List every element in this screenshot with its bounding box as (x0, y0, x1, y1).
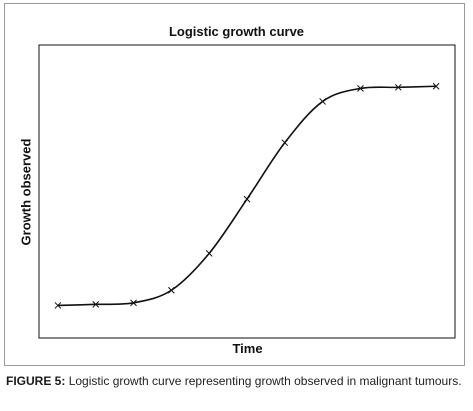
data-point-marker (243, 195, 251, 203)
data-point-marker (432, 82, 440, 90)
data-point-marker (394, 83, 402, 91)
data-point-marker (205, 250, 213, 257)
growth-curve-line (57, 85, 437, 307)
data-markers (54, 82, 440, 309)
data-point-marker (319, 98, 326, 105)
data-point-marker (281, 139, 289, 147)
caption-text: Logistic growth curve representing growt… (68, 374, 462, 388)
data-point-marker (168, 286, 175, 294)
data-point-marker (130, 299, 137, 307)
y-axis-label: Growth observed (18, 138, 34, 246)
data-point-marker (357, 85, 364, 92)
chart-title: Logistic growth curve (168, 24, 305, 39)
figure-caption: FIGURE 5: Logistic growth curve represen… (6, 374, 468, 389)
caption-label: FIGURE 5: (6, 374, 66, 388)
plot-area (38, 44, 456, 339)
x-axis-label: Time (232, 341, 263, 356)
data-point-marker (92, 301, 100, 308)
data-point-marker (54, 302, 62, 309)
